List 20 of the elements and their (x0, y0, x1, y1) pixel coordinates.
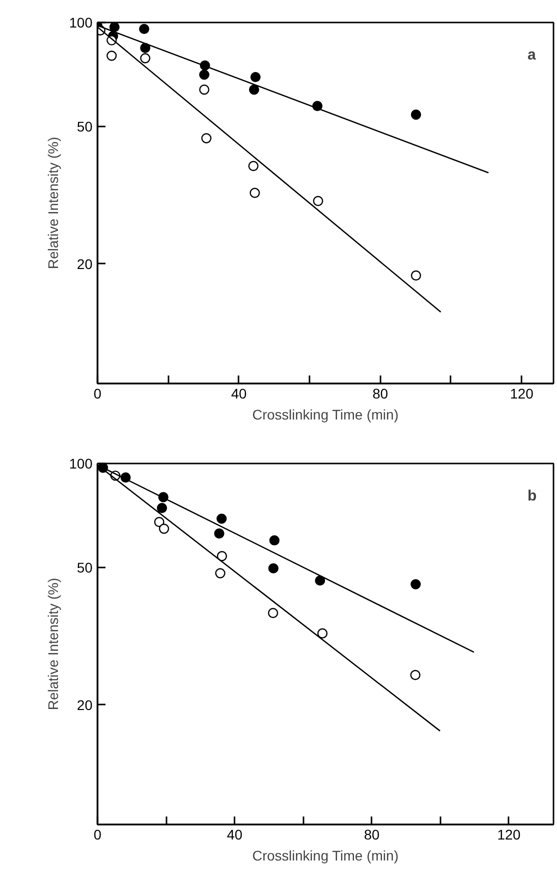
y-axis-title: Relative Intensity (%) (45, 136, 62, 270)
x-tick-label: 0 (94, 826, 102, 842)
y-tick-label: 50 (76, 118, 93, 134)
x-tick-label: 40 (226, 826, 243, 842)
x-tick-label: 120 (497, 826, 521, 842)
annotation: b (528, 488, 537, 504)
y-tick-label: 20 (76, 696, 93, 713)
x-tick-label: 40 (231, 386, 247, 402)
y-tick-label: 50 (76, 559, 93, 576)
x-tick-label: 0 (94, 386, 102, 402)
y-tick-label: 100 (69, 456, 93, 472)
x-tick-label: 80 (372, 386, 388, 402)
x-axis-title: Crosslinking Time (min) (252, 848, 398, 864)
y-tick-label: 100 (69, 14, 93, 30)
x-axis-title: Crosslinking Time (min) (252, 406, 398, 422)
annotation: a (528, 46, 536, 64)
x-tick-label: 80 (364, 826, 380, 842)
y-axis-title: Relative Intensity (%) (45, 578, 62, 710)
x-tick-label: 120 (510, 386, 534, 402)
y-tick-label: 20 (76, 256, 93, 272)
